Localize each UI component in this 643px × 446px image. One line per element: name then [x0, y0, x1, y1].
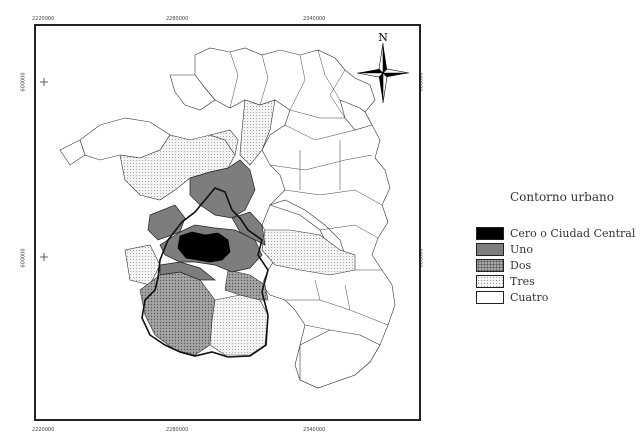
ring-tres	[119, 99, 356, 356]
legend-label: Tres	[510, 274, 535, 288]
legend-label: Cero o Ciudad Central	[510, 226, 636, 240]
bottom-tick-3: 2340000	[303, 427, 326, 433]
bottom-tick-1: 2220000	[32, 427, 55, 433]
legend-swatch-uno	[476, 242, 504, 256]
top-tick-3: 2340000	[303, 16, 326, 22]
legend-swatch-dos	[476, 258, 504, 272]
legend-swatch-tres	[476, 274, 504, 288]
legend-item: Cuatro	[476, 289, 635, 305]
top-tick-2: 2280000	[166, 16, 189, 22]
legend-item: Uno	[476, 241, 635, 257]
legend-swatch-cero	[476, 226, 504, 240]
legend: Cero o Ciudad Central Uno Dos Tres Cuatr…	[476, 225, 635, 305]
urban-contour-outline	[141, 187, 269, 358]
north-label: N	[378, 31, 388, 44]
legend-item: Cero o Ciudad Central	[476, 225, 635, 241]
legend-swatch-cuatro	[476, 290, 504, 304]
north-arrow-icon	[356, 42, 410, 104]
legend-label: Dos	[510, 258, 532, 272]
district-borders	[229, 49, 389, 331]
ring-cero	[177, 231, 231, 263]
legend-label: Uno	[510, 242, 533, 256]
legend-item: Dos	[476, 257, 635, 273]
legend-title: Contorno urbano	[510, 190, 614, 204]
top-tick-1: 2220000	[32, 16, 55, 22]
legend-item: Tres	[476, 273, 635, 289]
bottom-tick-2: 2280000	[166, 427, 189, 433]
legend-label: Cuatro	[510, 290, 549, 304]
